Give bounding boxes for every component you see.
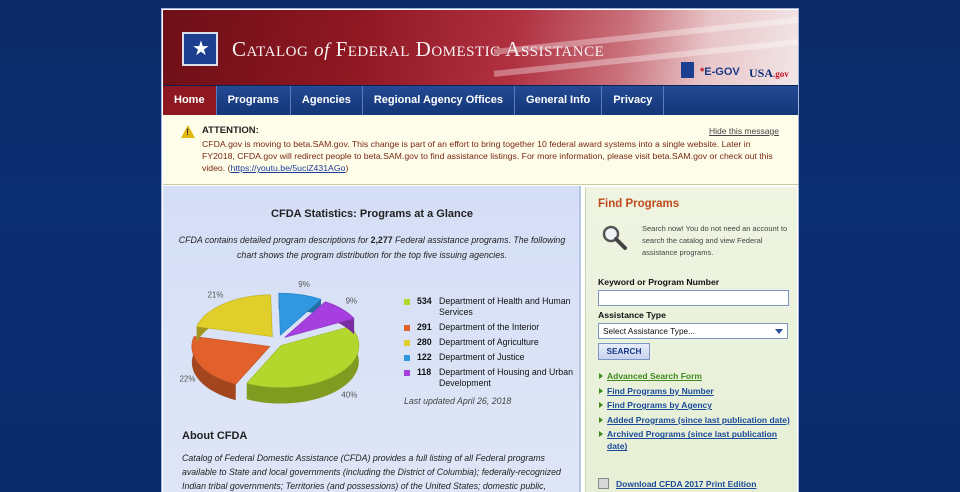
find-programs-heading: Find Programs (598, 198, 680, 210)
print-edition-link[interactable]: Download CFDA 2017 Print Edition (598, 478, 756, 489)
egov-label: E-GOV (704, 66, 740, 78)
main-nav: Home Programs Agencies Regional Agency O… (163, 85, 798, 116)
legend-label: Department of Housing and Urban Developm… (439, 367, 573, 388)
legend-swatch (404, 340, 410, 346)
site-title-part2: Federal Domestic Assistance (335, 37, 605, 61)
pie-labels: 40% 22% 21% 9% 9% (179, 281, 357, 400)
assistance-type-label: Assistance Type (598, 310, 666, 320)
assistance-type-value: Select Assistance Type... (603, 326, 696, 336)
legend-swatch (404, 325, 410, 331)
about-text: Catalog of Federal Domestic Assistance (… (182, 453, 561, 491)
stats-intro-pre: CFDA contains detailed program descripti… (178, 235, 371, 245)
legend-swatch (404, 299, 410, 305)
pie-slices (191, 292, 360, 404)
notice-text: CFDA.gov is moving to beta.SAM.gov. This… (202, 138, 782, 174)
keyword-label: Keyword or Program Number (598, 277, 720, 287)
page: ★ Catalog of Federal Domestic Assistance… (161, 8, 799, 492)
usagov-label: USA (749, 66, 774, 80)
advanced-search-link[interactable]: Advanced Search Form (598, 370, 793, 382)
legend-value: 534 (417, 296, 432, 306)
pie-percent-label: 21% (207, 291, 223, 300)
legend-label: Department of Agriculture (439, 337, 539, 347)
slice-interior (191, 336, 271, 401)
search-button[interactable]: SEARCH (598, 343, 650, 360)
magnifier-icon (602, 225, 627, 250)
legend-value: 118 (417, 367, 432, 377)
added-programs-link[interactable]: Added Programs (since last publication d… (598, 414, 793, 426)
nav-programs[interactable]: Programs (217, 86, 291, 116)
slice-hhs-side (246, 326, 359, 404)
stats-heading: CFDA Statistics: Programs at a Glance (271, 208, 473, 220)
slice-agriculture-top (196, 294, 273, 338)
find-programs-panel: Find Programs Search now! You do not nee… (585, 187, 797, 492)
legend-swatch (404, 370, 410, 376)
nav-privacy[interactable]: Privacy (602, 86, 665, 116)
slice-interior-top (191, 336, 271, 385)
stats-intro-post: Federal assistance programs. The followi… (237, 235, 566, 260)
nav-general-info[interactable]: General Info (515, 86, 603, 116)
warning-icon: ! (181, 125, 195, 138)
stats-panel: CFDA Statistics: Programs at a Glance CF… (163, 186, 581, 492)
egov-star: * (700, 66, 705, 78)
hide-message-link[interactable]: Hide this message (709, 126, 779, 136)
chart-legend: 534 Department of Health and Human Servic… (404, 296, 574, 393)
legend-value: 280 (417, 337, 432, 347)
program-count: 2,277 (370, 235, 393, 245)
slice-justice (278, 292, 322, 336)
legend-value: 291 (417, 322, 432, 332)
find-by-number-link[interactable]: Find Programs by Number (598, 385, 793, 397)
egov-logo[interactable]: *E-GOV (681, 62, 740, 78)
find-by-agency-link[interactable]: Find Programs by Agency (598, 399, 793, 411)
nav-home[interactable]: Home (163, 86, 217, 116)
notice-title: ATTENTION: (202, 125, 259, 136)
agency-pie-chart: 40% 22% 21% 9% 9% (179, 281, 360, 404)
program-links: Advanced Search Form Find Programs by Nu… (598, 370, 793, 455)
pie-percent-label: 40% (341, 391, 357, 400)
legend-value: 122 (417, 352, 432, 362)
notice-body: CFDA.gov is moving to beta.SAM.gov. This… (202, 139, 773, 173)
last-updated: Last updated April 26, 2018 (404, 396, 512, 406)
printer-icon (598, 478, 609, 489)
search-note: Search now! You do not need an account t… (642, 224, 788, 257)
legend-label: Department of Health and Human Services (439, 296, 571, 317)
legend-label: Department of the Interior (439, 322, 540, 332)
star-logo-icon[interactable]: ★ (182, 32, 218, 66)
site-title[interactable]: Catalog of Federal Domestic Assistance (232, 37, 604, 62)
keyword-input[interactable] (598, 290, 789, 306)
pie-percent-label: 22% (179, 375, 195, 384)
legend-swatch (404, 355, 410, 361)
archived-programs-link[interactable]: Archived Programs (since last publicatio… (598, 428, 793, 452)
pie-percent-label: 9% (346, 297, 358, 306)
slice-hhs (246, 326, 360, 404)
nav-agencies[interactable]: Agencies (291, 86, 363, 116)
slice-interior-side (191, 336, 236, 401)
assistance-type-select[interactable]: Select Assistance Type... (598, 323, 788, 339)
notice-close-paren: ) (345, 163, 349, 173)
pie-percent-label: 9% (298, 281, 310, 289)
site-title-part1: Catalog (232, 37, 309, 61)
legend-label: Department of Justice (439, 352, 525, 362)
legend-item: 122 Department of Justice (404, 352, 574, 363)
site-banner: ★ Catalog of Federal Domestic Assistance… (163, 10, 798, 85)
print-edition-label: Download CFDA 2017 Print Edition (616, 478, 757, 489)
legend-item: 291 Department of the Interior (404, 322, 574, 333)
slice-agriculture (196, 294, 273, 343)
notice-video-link[interactable]: https://youtu.be/5uciZ431AGo (230, 163, 346, 173)
slice-hud-top (284, 301, 355, 338)
slice-justice-top (278, 292, 322, 336)
usagov-logo[interactable]: USA.gov (749, 66, 789, 81)
flag-icon (681, 62, 694, 78)
stats-intro: CFDA contains detailed program descripti… (173, 233, 571, 263)
nav-regional-agency-offices[interactable]: Regional Agency Offices (363, 86, 516, 116)
legend-item: 534 Department of Health and Human Servic… (404, 296, 574, 318)
site-title-of: of (314, 40, 330, 61)
slice-hhs-top (246, 326, 360, 388)
attention-notice: ! ATTENTION: Hide this message CFDA.gov … (163, 115, 798, 185)
usagov-suffix: .gov (773, 69, 789, 79)
legend-item: 280 Department of Agriculture (404, 337, 574, 348)
chevron-down-icon (775, 329, 783, 334)
about-heading: About CFDA (182, 430, 248, 442)
legend-item: 118 Department of Housing and Urban Devel… (404, 367, 574, 389)
slice-hud (284, 301, 355, 338)
